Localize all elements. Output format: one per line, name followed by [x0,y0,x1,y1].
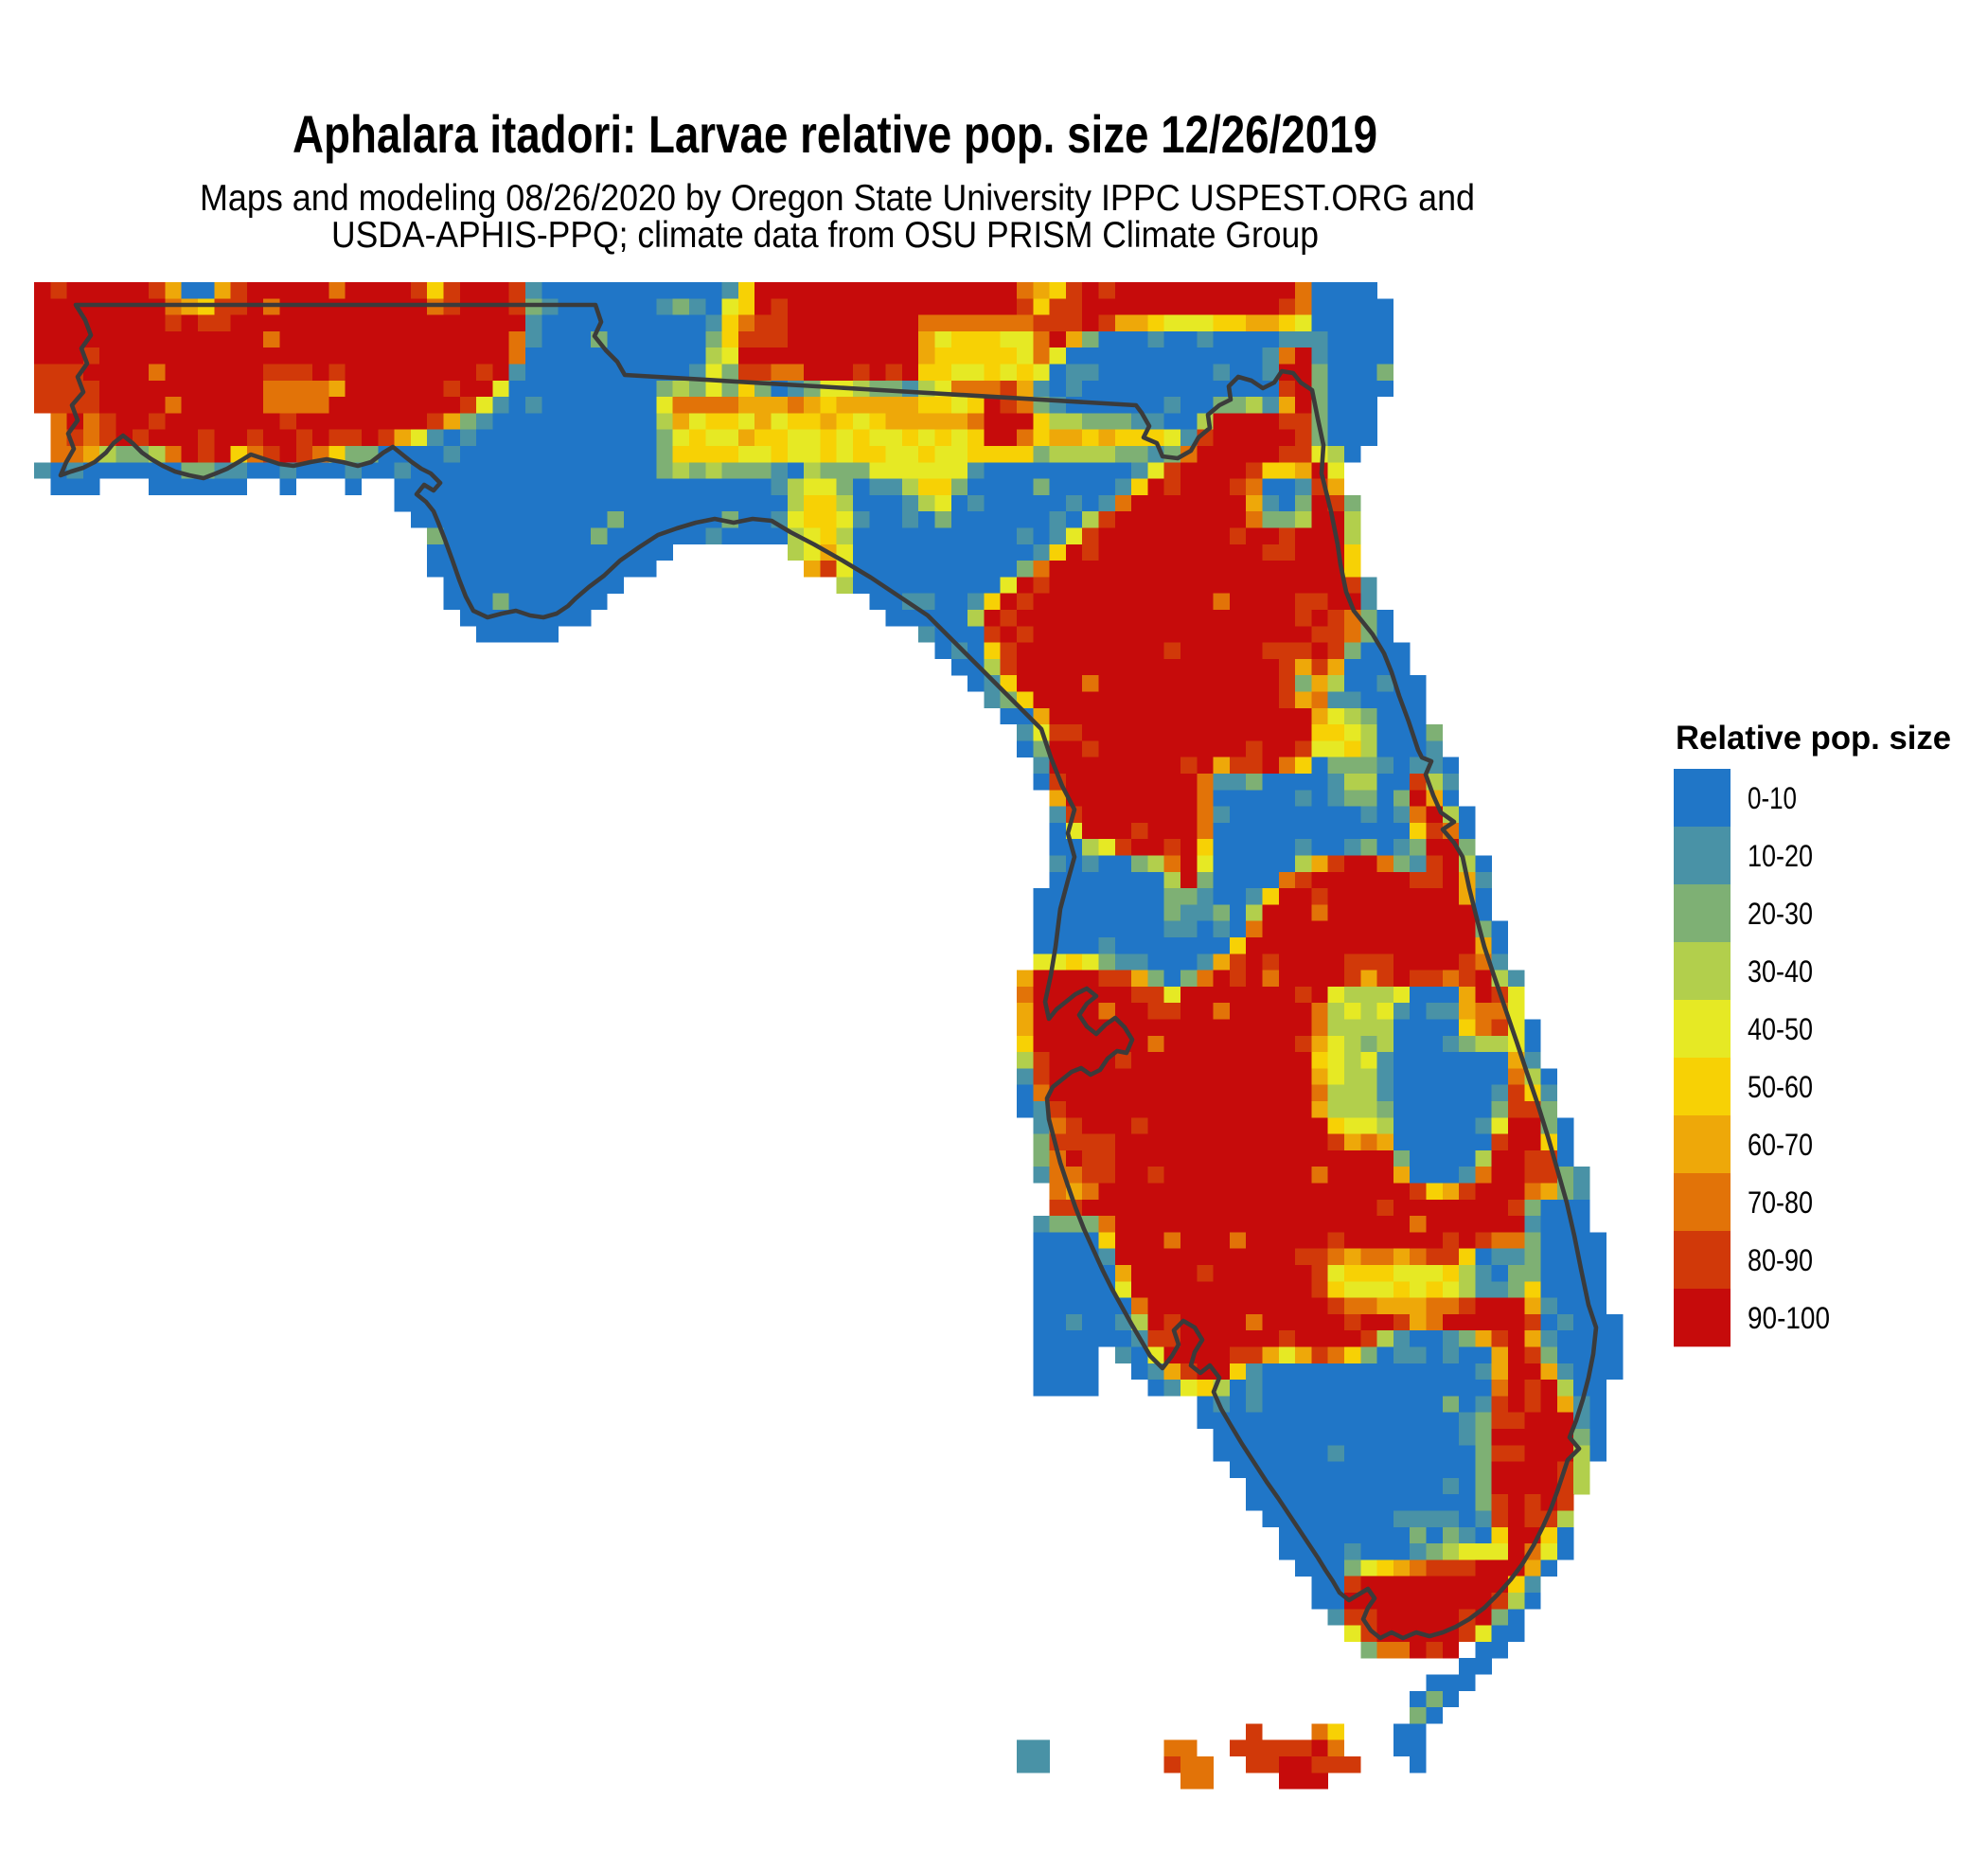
svg-text:0-10: 0-10 [1748,781,1797,815]
svg-text:60-70: 60-70 [1748,1128,1813,1162]
svg-text:20-30: 20-30 [1748,897,1813,931]
svg-text:10-20: 10-20 [1748,839,1813,873]
svg-text:Aphalara itadori: Larvae relat: Aphalara itadori: Larvae relative pop. s… [293,104,1377,164]
svg-text:USDA-APHIS-PPQ; climate data f: USDA-APHIS-PPQ; climate data from OSU PR… [331,215,1319,256]
svg-text:40-50: 40-50 [1748,1012,1813,1046]
svg-text:50-60: 50-60 [1748,1070,1813,1104]
svg-text:90-100: 90-100 [1748,1301,1830,1335]
svg-text:Relative pop. size: Relative pop. size [1676,720,1951,757]
svg-text:70-80: 70-80 [1748,1185,1813,1220]
svg-text:80-90: 80-90 [1748,1243,1813,1277]
svg-text:Maps and modeling 08/26/2020 b: Maps and modeling 08/26/2020 by Oregon S… [200,178,1475,219]
svg-text:30-40: 30-40 [1748,954,1813,989]
